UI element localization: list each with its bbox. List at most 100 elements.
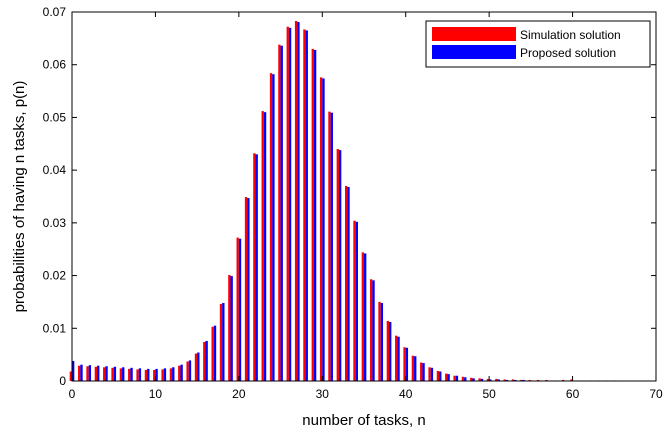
bar-simulation <box>420 362 423 381</box>
bar-simulation <box>86 366 89 381</box>
bar-simulation <box>228 275 231 381</box>
x-tick-label: 10 <box>149 387 163 401</box>
bar-simulation <box>194 353 198 381</box>
bar-proposed <box>205 340 208 381</box>
legend-label-simulation: Simulation solution <box>520 28 621 42</box>
bar-simulation <box>269 73 273 382</box>
bar-proposed <box>105 366 108 381</box>
bar-proposed <box>147 368 150 381</box>
bar-proposed <box>472 378 475 381</box>
bar-proposed <box>163 368 167 381</box>
bar-simulation <box>511 379 515 381</box>
bar-simulation <box>211 326 214 381</box>
bar-proposed <box>355 221 358 381</box>
x-tick-label: 60 <box>566 387 580 401</box>
bar-simulation <box>319 77 323 382</box>
bar-proposed <box>247 198 250 381</box>
bar-proposed <box>338 150 342 381</box>
bar-simulation <box>395 335 398 381</box>
bar-proposed <box>505 379 509 381</box>
bar-proposed <box>263 112 267 381</box>
bar-simulation <box>570 379 573 381</box>
bar-proposed <box>255 154 258 381</box>
bar-simulation <box>453 375 456 381</box>
bar-proposed <box>155 368 158 381</box>
bar-proposed <box>280 45 283 382</box>
y-tick-label: 0 <box>59 374 66 388</box>
bar-simulation <box>278 44 281 382</box>
bar-proposed <box>430 367 434 381</box>
bar-simulation <box>561 379 565 381</box>
bar-proposed <box>188 360 192 381</box>
bar-proposed <box>397 336 400 381</box>
bar-simulation <box>186 361 189 381</box>
bar-simulation <box>344 185 348 381</box>
bar-simulation <box>361 252 364 381</box>
bar-proposed <box>489 379 492 381</box>
bar-simulation <box>528 379 531 381</box>
bar-simulation <box>219 304 223 381</box>
bar-proposed <box>414 356 417 381</box>
bar-simulation <box>411 355 415 381</box>
bar-simulation <box>470 377 473 381</box>
bar-simulation <box>303 29 306 382</box>
bar-proposed <box>389 321 392 381</box>
bar-proposed <box>447 374 450 381</box>
bar-simulation <box>253 153 256 381</box>
bar-proposed <box>88 365 92 381</box>
legend: Simulation solution Proposed solution <box>425 20 651 68</box>
bar-proposed <box>313 49 317 381</box>
bar-simulation <box>111 367 114 381</box>
bar-proposed <box>464 377 467 381</box>
bar-proposed <box>522 379 525 381</box>
x-axis-label: number of tasks, n <box>302 412 425 429</box>
y-tick-label: 0.02 <box>43 269 67 283</box>
bar-simulation <box>353 220 356 381</box>
bar-proposed <box>514 379 517 381</box>
y-tick-label: 0.03 <box>43 216 67 230</box>
bar-proposed <box>364 253 367 381</box>
bar-proposed <box>372 280 375 381</box>
bar-simulation <box>520 379 523 381</box>
bar-proposed <box>305 30 308 381</box>
bar-proposed <box>122 367 125 381</box>
bar-proposed <box>455 375 459 381</box>
bar-simulation <box>128 368 131 381</box>
bar-proposed <box>130 367 133 381</box>
bar-proposed <box>80 364 83 381</box>
bar-proposed <box>180 364 183 381</box>
y-tick-label: 0.04 <box>43 163 67 177</box>
bars-group <box>69 20 617 382</box>
bar-simulation <box>403 347 406 381</box>
x-tick-label: 50 <box>482 387 496 401</box>
y-axis-ticks: 0 0.01 0.02 0.03 0.04 0.05 0.06 0.07 <box>43 5 656 388</box>
bar-proposed <box>288 27 292 382</box>
bar-simulation <box>203 341 206 381</box>
bar-simulation <box>169 368 173 381</box>
bar-simulation <box>244 197 248 381</box>
x-tick-label: 30 <box>316 387 330 401</box>
bar-proposed <box>405 347 409 381</box>
bar-proposed <box>422 363 425 381</box>
legend-label-proposed: Proposed solution <box>520 46 616 60</box>
bar-simulation <box>536 379 540 381</box>
bar-simulation <box>153 369 156 381</box>
y-tick-label: 0.07 <box>43 5 67 19</box>
bar-simulation <box>311 48 314 382</box>
x-axis-ticks: 0 10 20 30 40 50 60 70 <box>69 12 663 401</box>
bar-proposed <box>97 365 100 381</box>
bar-simulation <box>428 367 431 381</box>
bar-simulation <box>486 378 490 381</box>
x-tick-label: 0 <box>69 387 76 401</box>
bar-simulation <box>236 237 239 381</box>
bar-simulation <box>94 366 98 381</box>
y-axis-label: probabilities of having n tasks, p(n) <box>11 81 28 313</box>
bar-proposed <box>480 378 484 381</box>
bar-proposed <box>380 302 384 381</box>
bar-proposed <box>322 78 325 382</box>
bar-proposed <box>197 352 200 381</box>
bar-proposed <box>222 302 225 381</box>
bar-simulation <box>328 111 331 381</box>
bar-simulation <box>136 369 139 381</box>
